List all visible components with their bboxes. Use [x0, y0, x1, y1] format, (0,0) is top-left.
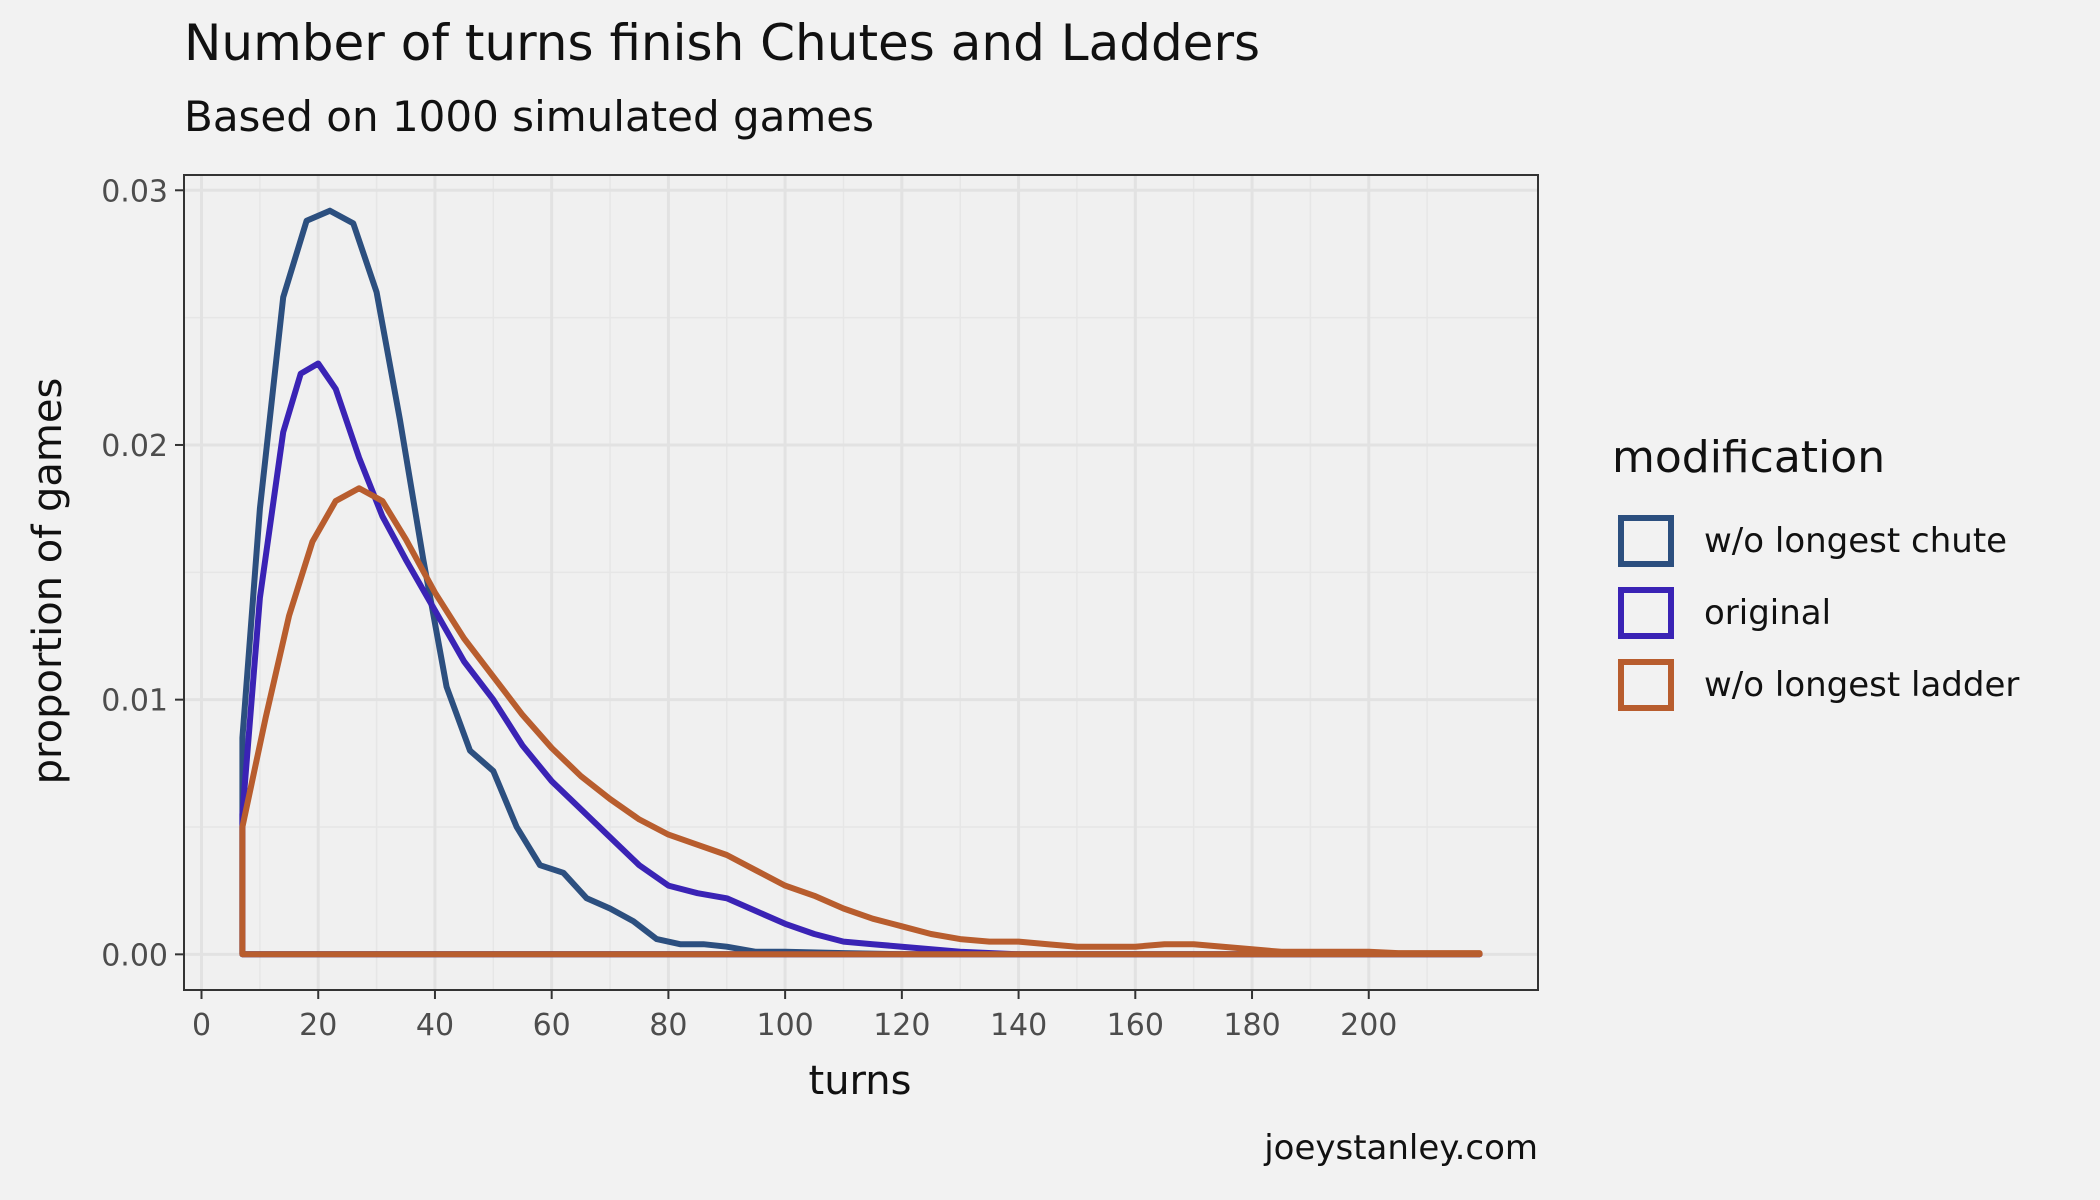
x-tick-label: 100	[756, 1008, 813, 1043]
panel-border	[183, 174, 1539, 991]
legend-key-chute	[1618, 515, 1674, 567]
legend-label-original: original	[1704, 593, 1832, 633]
legend-label-chute: w/o longest chute	[1704, 521, 2008, 561]
x-axis-label: turns	[808, 1058, 912, 1104]
legend-key-ladder	[1618, 659, 1674, 711]
y-tick-label: 0.03	[101, 174, 168, 209]
x-tick-label: 120	[873, 1008, 930, 1043]
series-line-original	[239, 360, 1483, 958]
caption: joeystanley.com	[1264, 1128, 1538, 1168]
x-tick-label: 180	[1223, 1008, 1280, 1043]
x-tick-label: 200	[1340, 1008, 1397, 1043]
legend-label-ladder: w/o longest ladder	[1704, 665, 2020, 705]
legend-item-original: original	[1612, 577, 2019, 649]
x-tick-label: 60	[533, 1008, 571, 1043]
x-tick-label: 40	[416, 1008, 454, 1043]
x-tick-label: 140	[990, 1008, 1047, 1043]
legend: modification w/o longest chute original …	[1612, 432, 2019, 721]
chart-title: Number of turns finish Chutes and Ladder…	[184, 14, 1261, 72]
legend-item-chute: w/o longest chute	[1612, 505, 2019, 577]
x-tick-label: 160	[1107, 1008, 1164, 1043]
legend-key-original	[1618, 587, 1674, 639]
series-lines	[239, 207, 1483, 958]
y-tick-label: 0.00	[101, 938, 168, 973]
x-tick-label: 0	[192, 1008, 211, 1043]
legend-item-ladder: w/o longest ladder	[1612, 649, 2019, 721]
series-line-w-o-longest-ladder	[239, 485, 1483, 958]
y-tick-label: 0.01	[101, 684, 168, 719]
y-axis-label: proportion of games	[25, 377, 71, 785]
chart-subtitle: Based on 1000 simulated games	[184, 92, 875, 141]
legend-title: modification	[1612, 432, 1886, 483]
grid-major	[184, 175, 1538, 990]
y-tick-label: 0.02	[101, 429, 168, 464]
x-tick-label: 80	[649, 1008, 687, 1043]
x-tick-label: 20	[299, 1008, 337, 1043]
y-axis: 0.00 0.01 0.02 0.03	[101, 174, 184, 973]
panel-background	[184, 175, 1538, 990]
x-axis: 0 20 40 60 80 100 120 140 160 180 200	[192, 990, 1397, 1043]
